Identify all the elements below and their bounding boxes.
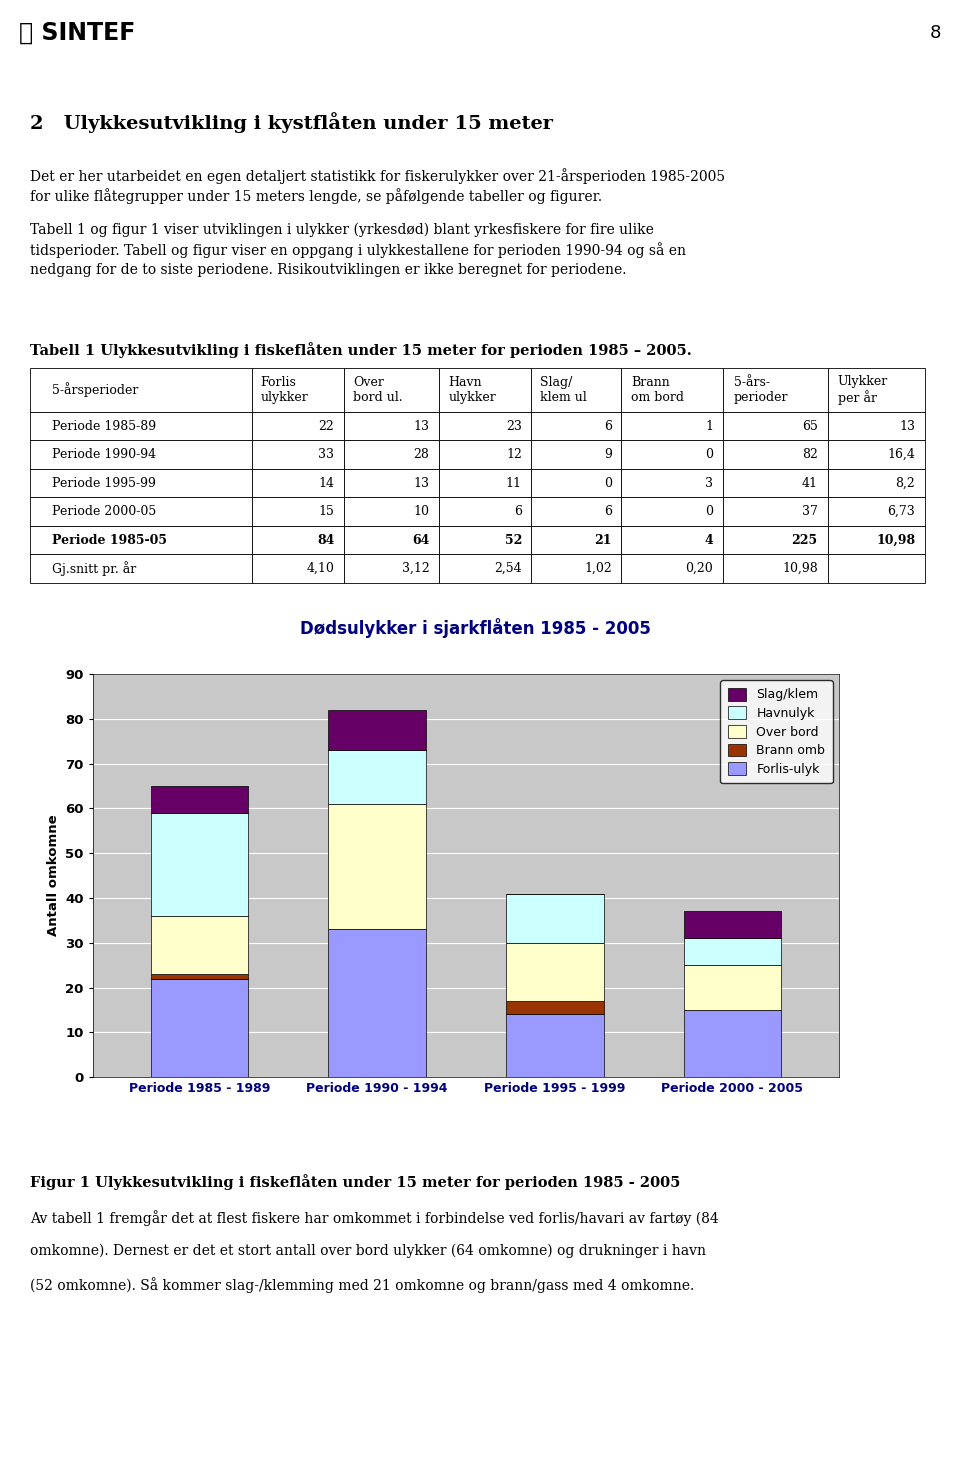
Text: 8: 8 xyxy=(929,24,941,41)
Bar xyxy=(328,805,426,930)
Legend: Slag/klem, Havnulyk, Over bord, Brann omb, Forlis-ulyk: Slag/klem, Havnulyk, Over bord, Brann om… xyxy=(720,680,832,784)
Bar xyxy=(328,750,426,805)
Bar xyxy=(684,1011,781,1077)
Bar xyxy=(151,978,249,1077)
Bar xyxy=(151,916,249,974)
Bar xyxy=(684,938,781,965)
Bar xyxy=(151,974,249,978)
Text: Tabell 1 og figur 1 viser utviklingen i ulykker (yrkesdød) blant yrkesfiskere fo: Tabell 1 og figur 1 viser utviklingen i … xyxy=(30,222,654,237)
Bar xyxy=(684,912,781,938)
Text: (52 omkomne). Så kommer slag-/klemming med 21 omkomne og brann/gass med 4 omkomn: (52 omkomne). Så kommer slag-/klemming m… xyxy=(30,1277,694,1293)
Bar xyxy=(328,710,426,750)
Text: Figur 1 Ulykkesutvikling i fiskeflåten under 15 meter for perioden 1985 - 2005: Figur 1 Ulykkesutvikling i fiskeflåten u… xyxy=(30,1174,681,1190)
Bar xyxy=(506,1002,604,1015)
Text: Dødsulykker i sjarkflåten 1985 - 2005: Dødsulykker i sjarkflåten 1985 - 2005 xyxy=(300,618,651,638)
Y-axis label: Antall omkomne: Antall omkomne xyxy=(47,815,60,937)
Bar xyxy=(151,786,249,813)
Bar xyxy=(151,813,249,916)
Text: for ulike flåtegrupper under 15 meters lengde, se påfølgende tabeller og figurer: for ulike flåtegrupper under 15 meters l… xyxy=(30,188,602,204)
Text: Tabell 1 Ulykkesutvikling i fiskeflåten under 15 meter for perioden 1985 – 2005.: Tabell 1 Ulykkesutvikling i fiskeflåten … xyxy=(30,343,692,357)
Text: nedgang for de to siste periodene. Risikoutviklingen er ikke beregnet for period: nedgang for de to siste periodene. Risik… xyxy=(30,262,627,277)
Text: omkomne). Dernest er det et stort antall over bord ulykker (64 omkomne) og drukn: omkomne). Dernest er det et stort antall… xyxy=(30,1243,706,1258)
Text: tidsperioder. Tabell og figur viser en oppgang i ulykkestallene for perioden 199: tidsperioder. Tabell og figur viser en o… xyxy=(30,243,686,259)
Text: Ⓢ SINTEF: Ⓢ SINTEF xyxy=(19,21,135,44)
Bar xyxy=(506,943,604,1002)
Bar xyxy=(328,930,426,1077)
Text: Det er her utarbeidet en egen detaljert statistikk for fiskerulykker over 21-års: Det er her utarbeidet en egen detaljert … xyxy=(30,168,725,184)
Text: 2   Ulykkesutvikling i kystflåten under 15 meter: 2 Ulykkesutvikling i kystflåten under 15… xyxy=(30,112,553,132)
Bar xyxy=(506,1015,604,1077)
Bar xyxy=(684,965,781,1011)
Bar xyxy=(506,893,604,943)
Text: Av tabell 1 fremgår det at flest fiskere har omkommet i forbindelse ved forlis/h: Av tabell 1 fremgår det at flest fiskere… xyxy=(30,1211,719,1225)
